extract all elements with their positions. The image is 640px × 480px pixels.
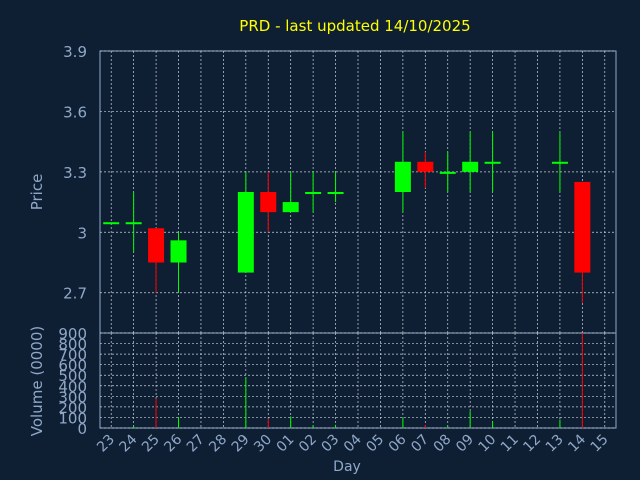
x-tick-label: 12 xyxy=(520,432,544,456)
x-tick-label: 29 xyxy=(229,432,253,456)
x-tick-label: 24 xyxy=(117,431,141,455)
volume-tick-label: 900 xyxy=(58,325,87,343)
volume-tick-label: 600 xyxy=(58,357,87,375)
x-tick-label: 13 xyxy=(543,432,567,456)
candle-body xyxy=(484,161,501,164)
volume-axis-label: Volume (0000) xyxy=(28,326,46,436)
x-axis-label: Day xyxy=(333,459,361,475)
volume-tick-label: 700 xyxy=(58,346,87,364)
candle-body xyxy=(260,192,277,213)
x-tick-label: 26 xyxy=(161,431,185,455)
x-tick-label: 11 xyxy=(498,432,522,456)
candle-body xyxy=(103,222,120,225)
candle-body xyxy=(282,202,299,213)
volume-tick-label: 300 xyxy=(58,388,87,406)
volume-tick-label: 200 xyxy=(58,399,87,417)
candle-body xyxy=(394,161,411,192)
candle-body xyxy=(125,222,142,225)
x-tick-label: 25 xyxy=(139,432,163,456)
volume-tick-label: 0 xyxy=(77,420,87,438)
x-tick-label: 14 xyxy=(565,431,589,455)
candle-body xyxy=(327,192,344,195)
x-tick-label: 08 xyxy=(431,432,455,456)
price-tick-label: 2.7 xyxy=(63,285,87,303)
candle-body xyxy=(148,228,165,263)
x-tick-label: 04 xyxy=(341,431,365,455)
x-tick-label: 01 xyxy=(274,432,298,456)
volume-tick-label: 100 xyxy=(58,409,87,427)
volume-tick-label: 400 xyxy=(58,378,87,396)
candle-body xyxy=(462,161,479,172)
price-tick-label: 3.3 xyxy=(63,164,87,182)
x-tick-label: 05 xyxy=(363,432,387,456)
price-panel: 2.7 3 3.3 3.6 3.9 xyxy=(63,43,617,334)
x-tick-label: 27 xyxy=(184,432,208,456)
candle-body xyxy=(439,171,456,174)
x-tick-labels: 2324252627282930010203040506070809101112… xyxy=(94,431,611,455)
x-tick-label: 28 xyxy=(206,432,230,456)
x-tick-label: 02 xyxy=(296,432,320,456)
x-tick-label: 06 xyxy=(386,431,410,455)
x-tick-label: 23 xyxy=(94,432,118,456)
candle-body xyxy=(417,161,434,172)
chart-title: PRD - last updated 14/10/2025 xyxy=(239,17,470,35)
price-tick-label: 3.6 xyxy=(63,103,87,121)
candle-body xyxy=(551,161,568,164)
x-tick-label: 30 xyxy=(251,432,275,456)
price-tick-label: 3.9 xyxy=(63,43,87,61)
candle-body xyxy=(574,181,591,273)
price-tick-label: 3 xyxy=(77,224,87,242)
candle-body xyxy=(170,240,187,263)
x-tick-label: 03 xyxy=(318,432,342,456)
x-tick-label: 10 xyxy=(476,432,500,456)
x-tick-label: 09 xyxy=(453,432,477,456)
volume-tick-label: 800 xyxy=(58,336,87,354)
candle-body xyxy=(237,192,254,273)
x-tick-label: 15 xyxy=(588,432,612,456)
x-tick-label: 07 xyxy=(408,432,432,456)
volume-tick-label: 500 xyxy=(58,367,87,385)
candle-body xyxy=(305,192,322,195)
price-axis-label: Price xyxy=(28,174,46,211)
